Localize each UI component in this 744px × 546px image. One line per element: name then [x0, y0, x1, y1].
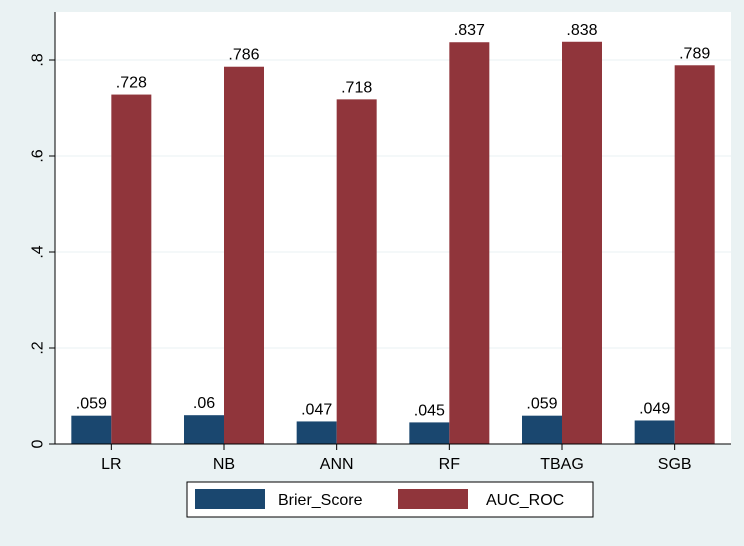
value-label-sgb-brier-score: .049 [639, 400, 670, 417]
y-tick-label: .2 [30, 341, 47, 354]
value-label-nb-brier-score: .06 [193, 395, 215, 412]
legend-label-auc-roc: AUC_ROC [486, 492, 564, 509]
legend-swatch-brier-score [195, 489, 265, 509]
bars [71, 41, 715, 445]
bar-lr-auc-roc [111, 94, 152, 444]
bar-tbag-auc-roc [562, 41, 602, 444]
legend-label-brier-score: Brier_Score [278, 492, 363, 509]
bar-tbag-brier-score [522, 415, 562, 444]
bar-ann-auc-roc [336, 99, 377, 445]
x-axis: LR NB ANN RF TBAG SGB [55, 443, 731, 473]
plot-area [55, 12, 731, 444]
x-tick-label-ann: ANN [320, 456, 354, 473]
value-label-rf-brier-score: .045 [414, 402, 445, 419]
x-tick-label-rf: RF [439, 456, 461, 473]
y-tick-label: 0 [30, 439, 47, 448]
legend: Brier_Score AUC_ROC [186, 481, 594, 518]
y-axis: 0 .2 .4 .6 .8 [30, 12, 56, 448]
legend-swatch-auc-roc [398, 489, 468, 509]
value-label-tbag-auc-roc: .838 [566, 22, 597, 39]
x-tick-label-tbag: TBAG [540, 456, 584, 473]
x-tick-label-lr: LR [101, 456, 121, 473]
bar-lr-brier-score [71, 415, 112, 444]
bar-rf-brier-score [409, 422, 450, 444]
y-tick-label: .6 [30, 149, 47, 162]
value-label-lr-auc-roc: .728 [116, 75, 147, 92]
value-label-rf-auc-roc: .837 [454, 22, 485, 39]
bar-nb-brier-score [184, 415, 224, 444]
bar-ann-brier-score [296, 421, 337, 444]
x-tick-label-nb: NB [213, 456, 235, 473]
value-label-ann-brier-score: .047 [301, 401, 332, 418]
value-labels: .059 .728 .06 .786 .047 .718 .045 .837 .059 .838.… [76, 22, 711, 420]
value-label-ann-auc-roc: .718 [341, 79, 372, 96]
value-label-nb-auc-roc: .786 [228, 47, 259, 64]
bar-sgb-brier-score [634, 420, 675, 444]
value-label-lr-brier-score: .059 [76, 396, 107, 413]
gridlines [55, 59, 731, 349]
value-label-sgb-auc-roc: .789 [679, 45, 710, 62]
value-label-tbag-brier-score: .059 [526, 396, 557, 413]
x-tick-label-sgb: SGB [658, 456, 692, 473]
y-tick-label: .4 [30, 245, 47, 258]
y-tick-label: .8 [30, 53, 47, 66]
bar-nb-auc-roc [224, 66, 264, 444]
bar-sgb-auc-roc [674, 65, 715, 444]
bar-rf-auc-roc [449, 42, 490, 445]
